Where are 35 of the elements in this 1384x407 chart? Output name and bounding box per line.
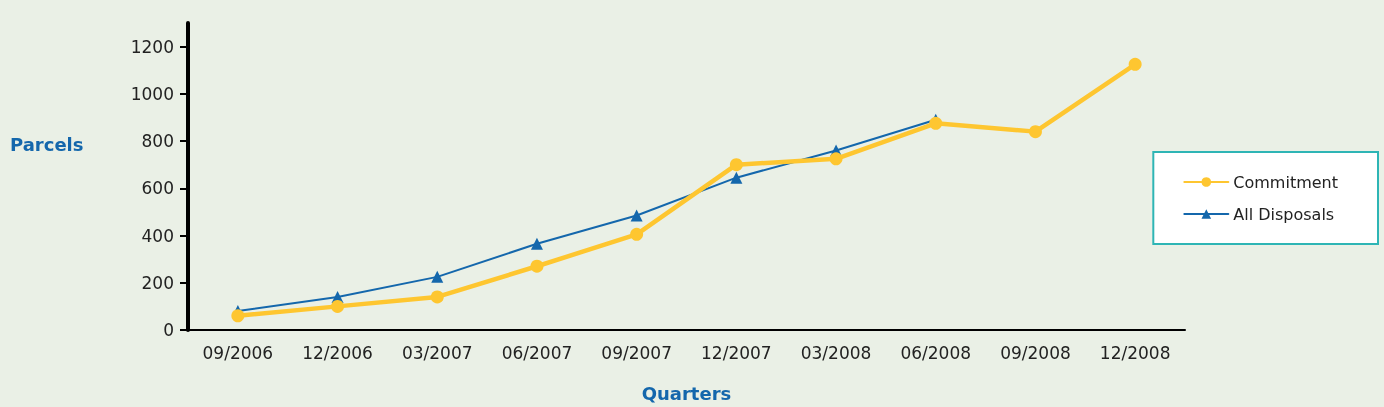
y-tick-label: 0 [163, 320, 174, 340]
y-tick-label: 1000 [130, 83, 174, 104]
point [729, 158, 743, 172]
y-tick-label: 800 [141, 131, 174, 152]
x-tick-label: 03/2008 [800, 342, 872, 363]
point [430, 290, 444, 304]
x-tick-label: 09/2008 [1000, 342, 1071, 363]
x-tick-label: 03/2007 [401, 342, 473, 363]
x-tick-label: 06/2008 [900, 342, 972, 363]
x-tick-label: 12/2007 [701, 342, 772, 363]
point [829, 152, 843, 166]
x-tick-label: 12/2008 [1099, 342, 1171, 363]
legend-label: All Disposals [1233, 204, 1335, 224]
point [231, 309, 245, 323]
x-tick-label: 09/2007 [601, 342, 672, 363]
point [530, 259, 544, 273]
point [1028, 125, 1042, 139]
point [630, 209, 643, 222]
point [331, 299, 345, 313]
y-tick-label: 400 [141, 225, 174, 246]
x-axis-title: Quarters [641, 382, 732, 404]
y-tick-label: 200 [141, 272, 174, 293]
y-axis-title: Parcels [10, 133, 84, 155]
x-tick-label: 09/2006 [202, 342, 274, 363]
point [630, 227, 644, 241]
point [929, 116, 943, 130]
x-tick-label: 06/2007 [501, 342, 573, 363]
point [730, 171, 743, 184]
point [431, 270, 444, 283]
x-tick-label: 12/2006 [302, 342, 373, 363]
point [1128, 57, 1142, 71]
y-tick-label: 1200 [130, 36, 174, 57]
legend-label: Commitment [1233, 172, 1339, 192]
y-tick-label: 600 [141, 178, 174, 199]
point [530, 237, 543, 250]
